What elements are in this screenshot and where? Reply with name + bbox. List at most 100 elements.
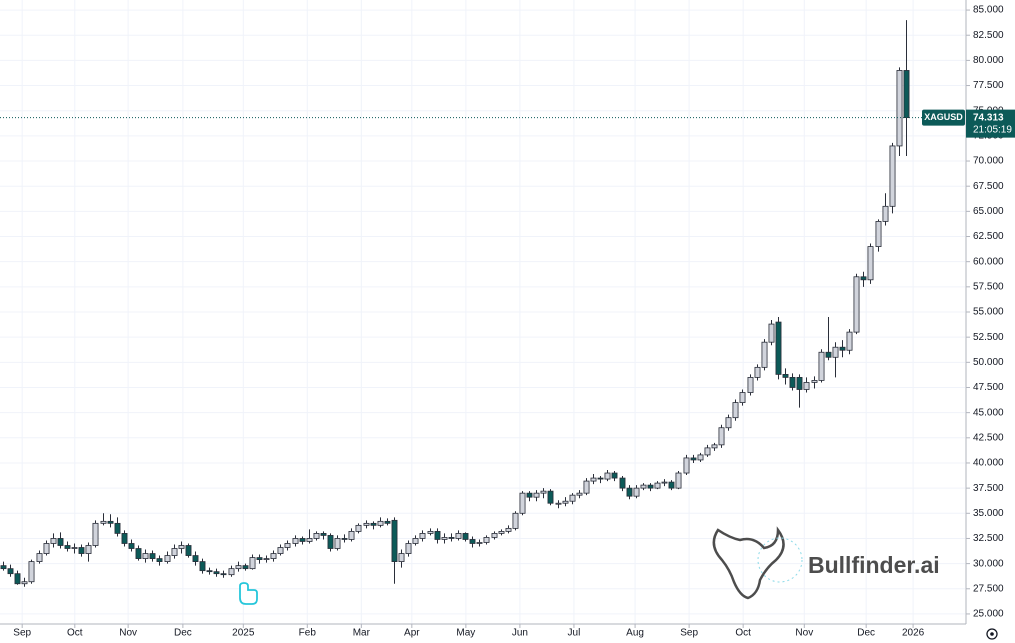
x-tick-label: Nov xyxy=(795,628,813,639)
candle-body xyxy=(178,545,185,549)
candle-body xyxy=(348,531,355,540)
candle-body xyxy=(896,70,903,147)
candle-body xyxy=(633,487,640,497)
candle-body xyxy=(540,490,547,494)
settings-button[interactable] xyxy=(986,628,998,640)
y-tick-label: 40.000 xyxy=(973,458,1004,469)
candle-body xyxy=(448,537,455,539)
candle-body xyxy=(675,472,682,489)
candle-body xyxy=(427,531,434,534)
countdown-label: 21:05:19 xyxy=(973,124,1012,135)
x-tick-label: Dec xyxy=(174,628,192,639)
candle-body xyxy=(526,492,533,498)
candle-body xyxy=(434,531,441,540)
x-tick-label: Apr xyxy=(404,628,420,639)
candle-body xyxy=(747,377,754,393)
plot xyxy=(0,20,965,587)
candle-body xyxy=(306,538,313,542)
x-tick-label: Oct xyxy=(735,628,751,639)
candle-body xyxy=(455,533,462,539)
y-tick-label: 85.000 xyxy=(973,5,1004,16)
candle-body xyxy=(590,477,597,482)
y-tick-label: 47.500 xyxy=(973,382,1004,393)
candle-body xyxy=(491,533,498,538)
candle-body xyxy=(142,553,149,559)
candle-body xyxy=(377,520,384,526)
candle-body xyxy=(597,477,604,480)
candle-body xyxy=(512,512,519,529)
candle-body xyxy=(547,490,554,504)
y-tick-label: 35.000 xyxy=(973,508,1004,519)
candle-body xyxy=(519,492,526,514)
candle-body xyxy=(789,377,796,388)
candle-body xyxy=(64,545,71,549)
candle-body xyxy=(171,548,178,556)
candle-body xyxy=(206,570,213,573)
candle-body xyxy=(21,581,28,585)
candle-body xyxy=(228,568,235,576)
candle-body xyxy=(796,377,803,390)
candle-body xyxy=(78,547,85,554)
candle-body xyxy=(135,548,142,559)
candle-body xyxy=(569,494,576,502)
candle-body xyxy=(533,492,540,498)
candle-body xyxy=(811,380,818,383)
candle-body xyxy=(7,568,14,575)
candle-body xyxy=(299,538,306,542)
price-tag xyxy=(966,109,1015,138)
candle-body xyxy=(725,417,732,429)
x-tick-label: Jul xyxy=(568,628,581,639)
candle-body xyxy=(249,557,256,570)
x-tick-label: Aug xyxy=(626,628,644,639)
candle-body xyxy=(711,444,718,449)
candle-body xyxy=(505,527,512,532)
y-tick-label: 77.500 xyxy=(973,80,1004,91)
symbol-label: XAGUSD xyxy=(924,112,963,122)
candle-body xyxy=(199,561,206,572)
candle-body xyxy=(647,484,654,489)
candle-body xyxy=(732,402,739,419)
x-tick-label: Dec xyxy=(857,628,875,639)
candle-body xyxy=(739,392,746,403)
candle-body xyxy=(355,524,362,532)
candle-body xyxy=(412,538,419,544)
candle-body xyxy=(903,70,910,119)
candle-body xyxy=(668,481,675,489)
candle-body xyxy=(14,573,21,585)
y-tick-label: 27.500 xyxy=(973,583,1004,594)
y-tick-label: 65.000 xyxy=(973,206,1004,217)
candle-body xyxy=(220,573,227,576)
candle-body xyxy=(384,520,391,524)
candle-body xyxy=(775,321,782,375)
candle-body xyxy=(768,323,775,343)
x-tick-label: 2025 xyxy=(232,628,255,639)
candle-body xyxy=(36,553,43,563)
candle-body xyxy=(576,492,583,496)
candle-body xyxy=(100,520,107,524)
candle-body xyxy=(803,382,810,390)
candle-body xyxy=(313,533,320,539)
candle-body xyxy=(718,427,725,446)
candle-body xyxy=(256,557,263,560)
logo-bull xyxy=(712,526,785,600)
candle-body xyxy=(483,537,490,543)
candle-body xyxy=(889,145,896,207)
candle-body xyxy=(419,533,426,539)
y-tick-label: 50.000 xyxy=(973,357,1004,368)
symbol-tag xyxy=(922,109,965,126)
candle-body xyxy=(619,477,626,489)
candle-body xyxy=(270,553,277,559)
x-tick-label: May xyxy=(456,628,475,639)
y-tick-label: 70.000 xyxy=(973,156,1004,167)
candle-body xyxy=(71,547,78,549)
candle-body xyxy=(277,547,284,554)
candle-body xyxy=(690,457,697,461)
y-tick-label: 30.000 xyxy=(973,558,1004,569)
cursor-icon xyxy=(239,582,258,605)
x-tick-label: Feb xyxy=(299,628,317,639)
y-tick-label: 55.000 xyxy=(973,307,1004,318)
candle-body xyxy=(192,555,199,562)
candle-body xyxy=(0,565,7,570)
axes: 25.000 27.500 30.000 32.500 35.000 37.500 40.0… xyxy=(13,5,1015,639)
